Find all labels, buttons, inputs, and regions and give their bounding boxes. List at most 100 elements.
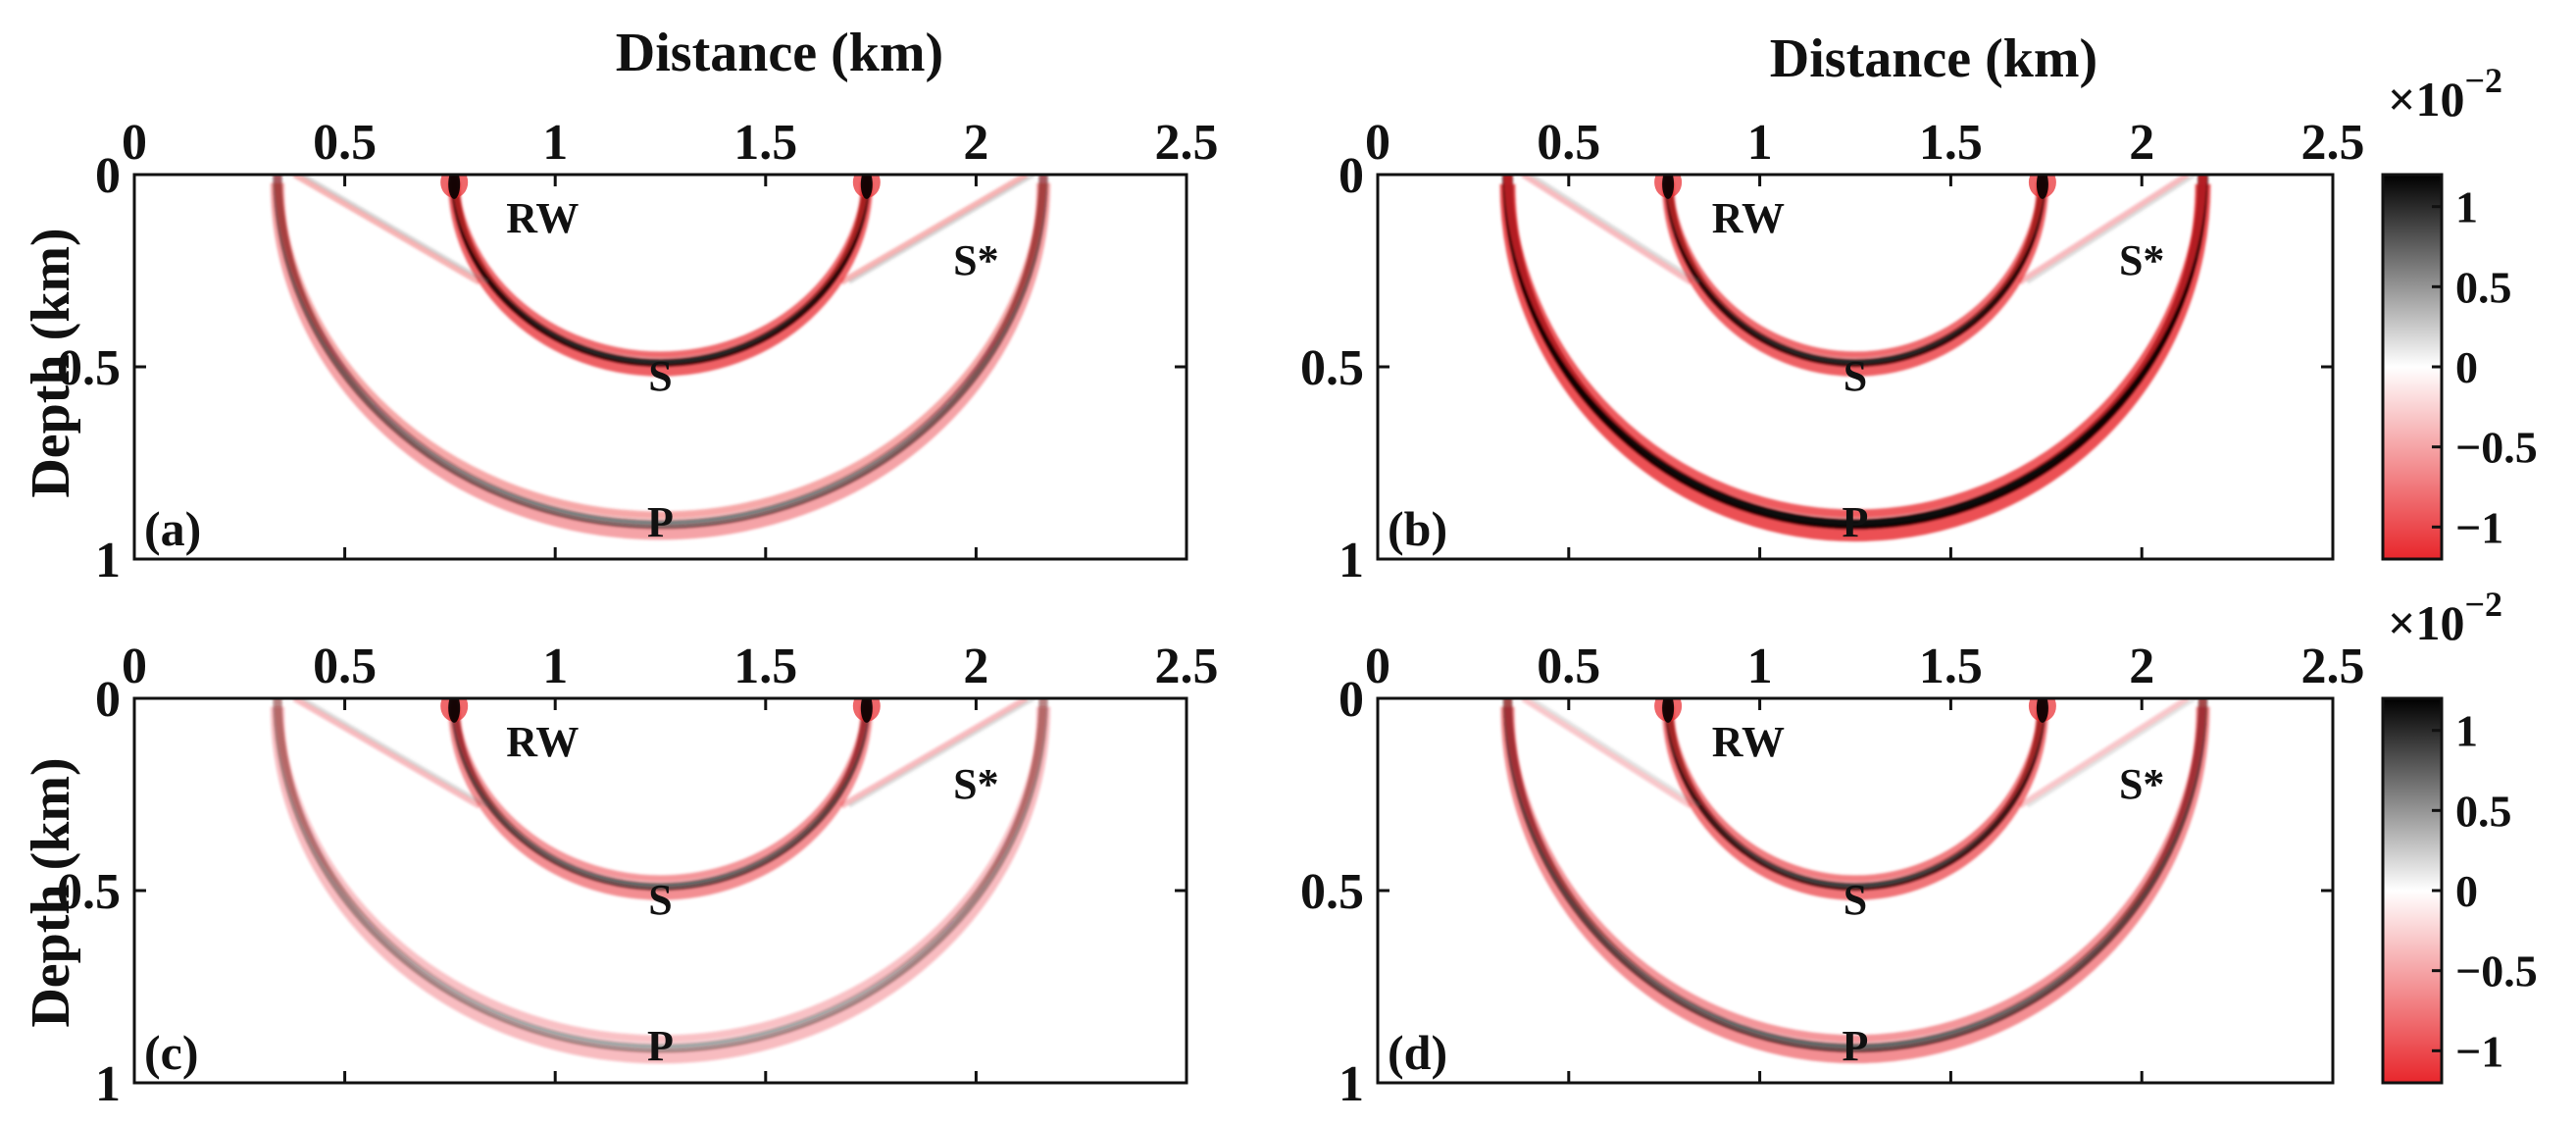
wavefront-s-star bbox=[2017, 698, 2190, 809]
y-tick-label: 1 bbox=[95, 533, 121, 588]
wavefront-p-precursor bbox=[274, 175, 1047, 519]
y-tick-label: 1 bbox=[1339, 533, 1364, 588]
colorbar-tick-label: 0.5 bbox=[2455, 786, 2512, 836]
x-tick-label: 2.5 bbox=[2301, 115, 2365, 171]
wave-label-s-star: S* bbox=[2119, 236, 2164, 284]
wavefront-s-precursor bbox=[451, 698, 870, 883]
wave-label-s: S bbox=[648, 876, 672, 924]
x-tick-label: 1 bbox=[1747, 115, 1773, 171]
x-tick-label: 1 bbox=[542, 639, 568, 694]
colorbar-top: 1 0.5 0 −0.5 −1 ×10−2 bbox=[2381, 61, 2538, 561]
wave-label-s-star: S* bbox=[953, 760, 998, 808]
x-tick-label: 1.5 bbox=[733, 639, 797, 694]
wave-label-rw: RW bbox=[1712, 194, 1785, 242]
wavefront-s-star-peak bbox=[848, 175, 1035, 284]
colorbar-exponent-power: −2 bbox=[2465, 61, 2503, 100]
colorbar-tick-label: −0.5 bbox=[2455, 423, 2538, 473]
x-tick-label: 2 bbox=[2129, 115, 2154, 171]
wave-label-p: P bbox=[1843, 1022, 1869, 1070]
colorbar-exponent: ×10−2 bbox=[2388, 585, 2502, 650]
wavefront-s-star-peak bbox=[1529, 175, 1700, 284]
x-tick-label: 1 bbox=[1747, 639, 1773, 694]
colorbar-tick-label: −1 bbox=[2455, 502, 2503, 552]
wave-label-rw: RW bbox=[1712, 718, 1785, 766]
wavefield bbox=[1499, 175, 2211, 542]
x-tick-label: 2 bbox=[963, 115, 988, 171]
wave-label-rw: RW bbox=[506, 718, 579, 766]
wavefront-p-peak bbox=[1502, 175, 2208, 531]
wavefront-s-star bbox=[839, 175, 1029, 285]
x-tick-label: 0 bbox=[122, 115, 147, 171]
wavefront-s-star bbox=[839, 698, 1029, 809]
x-axis-title-left: Distance (km) bbox=[616, 23, 943, 83]
x-tick-label: 0 bbox=[122, 639, 147, 694]
wavefront-s-star-peak bbox=[301, 175, 488, 284]
x-tick-label: 2 bbox=[2129, 639, 2154, 694]
colorbar-tick-label: −0.5 bbox=[2455, 946, 2538, 996]
wave-label-s-star: S* bbox=[2119, 760, 2164, 808]
y-tick-label: 0.5 bbox=[57, 340, 121, 396]
panel-b: 0 0.5 1 1.5 2 2.5 0 0.5 1 RW S* S P (b) bbox=[1300, 115, 2365, 588]
wavefield bbox=[270, 175, 1051, 539]
x-tick-label: 2.5 bbox=[2301, 639, 2365, 694]
panel-label: (b) bbox=[1388, 501, 1447, 556]
y-tick-label: 1 bbox=[1339, 1056, 1364, 1112]
panel-c: 0 0.5 1 1.5 2 2.5 0 0.5 1 RW S* S P (c) bbox=[57, 639, 1219, 1112]
wave-label-p: P bbox=[647, 1022, 674, 1070]
wave-label-rw: RW bbox=[506, 194, 579, 242]
x-tick-label: 0.5 bbox=[1537, 115, 1600, 171]
colorbar-exponent-base: ×10 bbox=[2388, 595, 2465, 650]
wavefront-s-star bbox=[2017, 175, 2190, 285]
colorbar-bottom: 1 0.5 0 −0.5 −1 ×10−2 bbox=[2381, 585, 2538, 1085]
x-tick-label: 1.5 bbox=[1919, 639, 1983, 694]
rayleigh-wave-peak bbox=[2036, 175, 2048, 199]
colorbar-exponent-base: ×10 bbox=[2388, 72, 2465, 127]
wavefront-p-precursor bbox=[1503, 698, 2207, 1044]
y-tick-label: 0 bbox=[95, 148, 121, 204]
wavefront-s-star bbox=[292, 175, 481, 285]
rayleigh-wave-peak bbox=[860, 698, 873, 723]
panel-label: (a) bbox=[144, 501, 201, 556]
wavefront-s-star bbox=[1521, 175, 1693, 285]
rayleigh-wave-peak bbox=[448, 175, 461, 199]
panel-label: (d) bbox=[1388, 1025, 1447, 1080]
wavefront-s-star-peak bbox=[2026, 698, 2197, 808]
y-tick-label: 0 bbox=[1339, 672, 1364, 728]
x-tick-label: 2 bbox=[963, 639, 988, 694]
x-tick-label: 0 bbox=[1365, 115, 1390, 171]
wavefront-p-peak bbox=[273, 175, 1048, 529]
wavefront-s-star-peak bbox=[1529, 698, 1700, 808]
colorbar-tick-label: 1 bbox=[2455, 706, 2478, 756]
y-tick-label: 0.5 bbox=[1300, 864, 1364, 920]
wave-label-s: S bbox=[648, 352, 672, 400]
x-tick-label: 0.5 bbox=[313, 639, 377, 694]
wavefront-s-star bbox=[292, 698, 481, 809]
wavefront-s-star-peak bbox=[848, 698, 1035, 808]
colorbar-tick-label: 1 bbox=[2455, 182, 2478, 232]
wavefront-s-star bbox=[1521, 698, 1693, 809]
rayleigh-wave-peak bbox=[2036, 698, 2048, 723]
wavefield bbox=[270, 698, 1051, 1063]
wavefront-p-peak bbox=[273, 698, 1048, 1052]
x-axis-title-right: Distance (km) bbox=[1770, 28, 2097, 89]
y-tick-label: 0.5 bbox=[57, 864, 121, 920]
wavefront-p-peak bbox=[1502, 698, 2208, 1053]
x-tick-label: 2.5 bbox=[1155, 115, 1219, 171]
x-tick-label: 1.5 bbox=[1919, 115, 1983, 171]
wavefront-s-star-peak bbox=[301, 698, 488, 808]
wave-label-p: P bbox=[647, 498, 674, 546]
wavefront-s-precursor bbox=[451, 175, 870, 359]
x-tick-label: 1.5 bbox=[733, 115, 797, 171]
wave-label-s-star: S* bbox=[953, 236, 998, 284]
panel-d: 0 0.5 1 1.5 2 2.5 0 0.5 1 RW S* S P (d) bbox=[1300, 639, 2365, 1112]
y-axis-title-bottom: Depth (km) bbox=[21, 757, 81, 1027]
colorbar-tick-label: −1 bbox=[2455, 1026, 2503, 1076]
wavefront-p-precursor bbox=[274, 698, 1047, 1043]
x-tick-label: 2.5 bbox=[1155, 639, 1219, 694]
panel-a: 0 0.5 1 1.5 2 2.5 0 0.5 1 RW S* S P (a) bbox=[57, 115, 1219, 588]
wavefront-s-peak bbox=[450, 698, 871, 892]
wavefront-p-precursor bbox=[1503, 175, 2207, 519]
wavefield bbox=[1500, 698, 2210, 1064]
x-tick-label: 0 bbox=[1365, 639, 1390, 694]
